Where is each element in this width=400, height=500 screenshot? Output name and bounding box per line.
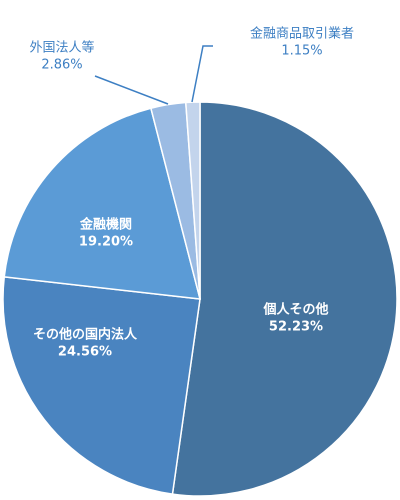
pie-slice <box>171 101 398 497</box>
slice-label: 金融機関 <box>79 217 132 233</box>
slice-label: その他の国内法人 <box>33 327 138 343</box>
pie-slice <box>3 107 201 300</box>
pie-slice <box>184 101 201 300</box>
slice-label: 金融商品取引業者 <box>250 26 354 42</box>
leader-line <box>191 45 213 103</box>
slice-value-label: 1.15% <box>281 44 322 59</box>
slice-label: 外国法人等 <box>29 40 94 56</box>
slice-value-label: 24.56% <box>58 345 112 360</box>
slice-value-label: 2.86% <box>41 58 82 73</box>
slice-value-label: 19.20% <box>79 235 133 250</box>
slice-value-label: 52.23% <box>269 320 323 335</box>
leader-line <box>94 75 169 105</box>
pie-slice <box>2 276 201 495</box>
slice-label: 個人その他 <box>262 302 328 318</box>
